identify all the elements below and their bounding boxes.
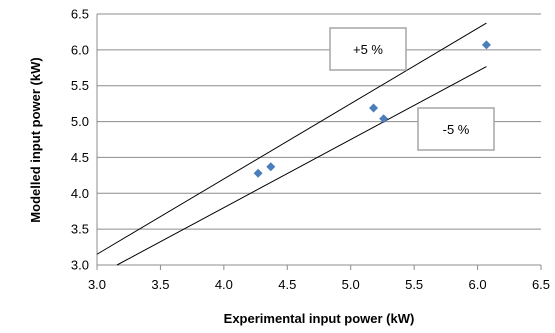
data-point bbox=[266, 162, 276, 172]
x-tick-label: 6.0 bbox=[469, 277, 487, 292]
data-point bbox=[369, 103, 379, 113]
y-tick-label: 6.5 bbox=[71, 7, 89, 22]
minus-5-percent-label: -5 % bbox=[443, 122, 470, 137]
annotations: +5 % -5 % bbox=[329, 27, 495, 151]
x-tick-label: 6.5 bbox=[532, 277, 550, 292]
y-axis-title: Modelled input power (kW) bbox=[28, 57, 43, 222]
gridlines bbox=[97, 13, 541, 266]
y-tick-label: 5.5 bbox=[71, 78, 89, 93]
y-tick-label: 5.0 bbox=[71, 114, 89, 129]
x-axis-title: Experimental input power (kW) bbox=[224, 311, 415, 326]
data-point bbox=[253, 168, 263, 178]
x-tick-label: 5.5 bbox=[405, 277, 423, 292]
y-tick-label: 3.0 bbox=[71, 258, 89, 273]
minus-5-percent-box bbox=[417, 107, 495, 151]
y-tick-label: 3.5 bbox=[71, 222, 89, 237]
data-points bbox=[253, 40, 491, 178]
y-tick-label: 4.0 bbox=[71, 186, 89, 201]
data-point bbox=[481, 40, 491, 50]
reference-lines bbox=[96, 22, 487, 266]
data-point bbox=[379, 114, 389, 124]
x-tick-label: 4.0 bbox=[215, 277, 233, 292]
y-tick-label: 4.5 bbox=[71, 150, 89, 165]
plus-5-percent-box bbox=[329, 27, 407, 71]
tick-labels: 3.0 3.5 4.0 4.5 5.0 5.5 6.0 6.5 3.0 3.5 4.0 4.5 5.0 5… bbox=[71, 7, 550, 293]
plus-5-percent-line bbox=[96, 22, 487, 255]
x-tick-label: 3.5 bbox=[151, 277, 169, 292]
x-tick-label: 5.0 bbox=[342, 277, 360, 292]
y-tick-label: 6.0 bbox=[71, 42, 89, 57]
axes bbox=[96, 14, 542, 270]
minus-5-percent-line bbox=[116, 66, 487, 266]
plus-5-percent-label: +5 % bbox=[353, 42, 383, 57]
x-tick-label: 3.0 bbox=[88, 277, 106, 292]
x-tick-label: 4.5 bbox=[278, 277, 296, 292]
